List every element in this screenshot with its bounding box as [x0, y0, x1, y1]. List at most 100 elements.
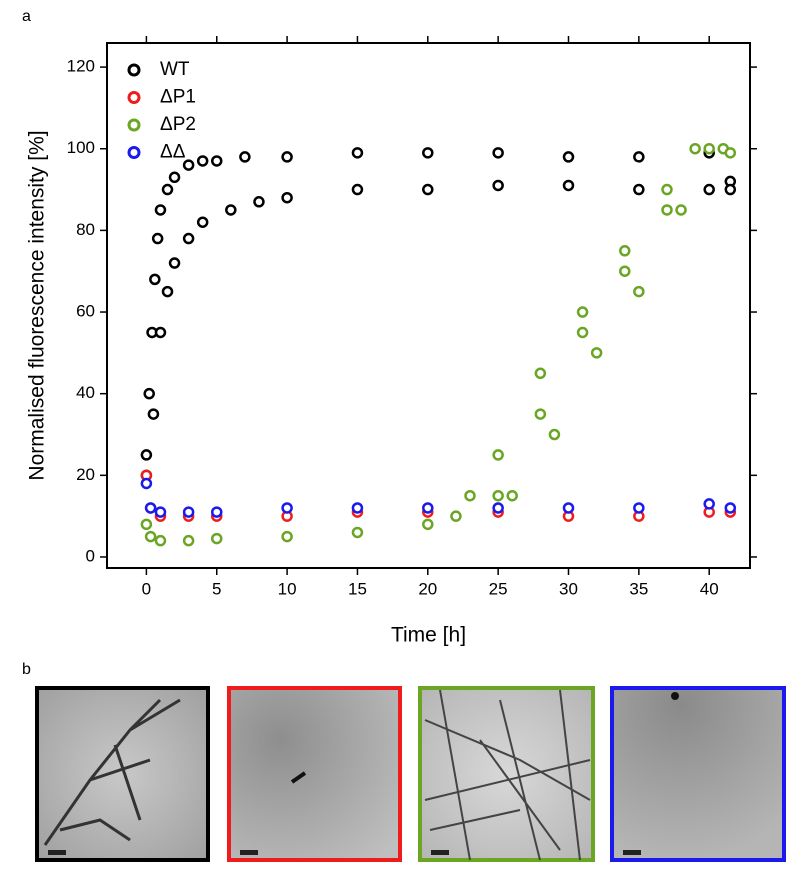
data-point — [422, 147, 434, 159]
data-point — [154, 326, 167, 339]
y-tick-label: 80 — [76, 220, 95, 239]
data-point — [422, 183, 434, 196]
x-axis-label: Time [h] — [391, 624, 466, 647]
legend-label: ΔP2 — [160, 114, 196, 135]
y-tick-label: 40 — [76, 383, 95, 402]
data-point — [196, 216, 209, 228]
x-tick-label: 15 — [348, 579, 367, 598]
data-point — [562, 502, 575, 514]
data-point — [548, 428, 561, 441]
data-point — [168, 171, 181, 184]
data-point — [576, 326, 589, 339]
data-point — [144, 502, 157, 514]
data-point — [154, 506, 167, 518]
data-point — [724, 147, 737, 159]
panel-label: a — [22, 8, 31, 25]
y-tick-label: 60 — [76, 302, 95, 321]
data-point — [351, 502, 364, 514]
y-tick-label: 120 — [67, 57, 95, 76]
micrographs — [35, 686, 786, 862]
data-point — [619, 265, 631, 277]
data-point — [182, 232, 195, 245]
data-point — [689, 142, 701, 155]
x-tick-label: 25 — [489, 579, 508, 598]
data-point — [492, 489, 504, 502]
y-tick-label: 0 — [86, 546, 95, 565]
x-tick-label: 30 — [559, 579, 578, 598]
data-point — [661, 183, 673, 196]
data-point — [492, 502, 504, 514]
data-point — [492, 147, 504, 159]
y-tick-label: 20 — [76, 465, 95, 484]
plot-frame — [106, 42, 751, 569]
scale-bar — [623, 850, 641, 855]
data-point — [633, 285, 645, 298]
data-point — [661, 204, 673, 216]
data-point — [492, 449, 504, 461]
data-point — [225, 204, 237, 216]
micrograph — [227, 686, 402, 862]
data-point — [144, 530, 157, 543]
data-point — [281, 502, 293, 514]
data-point — [253, 196, 265, 208]
data-point — [210, 532, 223, 545]
data-point — [562, 151, 575, 163]
data-point — [633, 151, 645, 163]
data-point — [161, 183, 174, 196]
legend-label: ΔΔ — [160, 142, 186, 163]
data-point — [351, 147, 364, 159]
x-tick-label: 40 — [700, 579, 719, 598]
data-point — [619, 245, 631, 257]
data-point — [196, 155, 209, 167]
data-point — [422, 502, 434, 514]
aggregate — [671, 692, 679, 700]
legend-marker — [127, 91, 141, 104]
data-point — [422, 518, 434, 531]
data-point — [724, 502, 737, 514]
y-axis-label: Normalised fluorescence intensity [%] — [26, 130, 49, 480]
data-point — [281, 191, 293, 204]
y-tick-label: 100 — [67, 138, 95, 157]
fibril — [424, 689, 591, 861]
micrograph — [35, 686, 210, 862]
data-point — [675, 204, 687, 216]
data-point — [154, 204, 167, 216]
data-point — [534, 367, 547, 380]
data-point — [703, 498, 715, 510]
data-point — [281, 530, 293, 543]
data-point — [506, 489, 518, 502]
micrograph — [610, 686, 786, 862]
data-point — [210, 506, 223, 518]
data-point — [351, 183, 364, 196]
data-point — [590, 347, 603, 359]
data-point — [140, 449, 153, 461]
data-point — [182, 506, 195, 518]
micrograph — [418, 686, 595, 862]
data-point — [281, 151, 293, 163]
data-point — [351, 526, 364, 539]
data-point — [168, 257, 181, 269]
fibril — [43, 698, 181, 846]
data-point — [143, 387, 155, 400]
data-point — [492, 179, 504, 192]
data-point — [703, 142, 715, 155]
aggregate — [290, 771, 307, 784]
legend-label: WT — [160, 59, 190, 80]
legend-marker — [127, 63, 141, 77]
x-tick-label: 0 — [142, 579, 151, 598]
panel-label: b — [22, 661, 31, 678]
scale-bar — [431, 850, 449, 855]
scale-bar — [240, 850, 258, 855]
data-point — [534, 408, 547, 420]
data-point — [576, 306, 589, 318]
data-point — [182, 534, 195, 547]
data-point — [450, 510, 462, 522]
data-point — [151, 232, 164, 245]
data-point — [147, 408, 160, 420]
data-point — [703, 183, 715, 196]
data-point — [239, 151, 251, 163]
data-point — [633, 183, 645, 196]
data-point — [464, 489, 476, 502]
data-point — [149, 273, 161, 286]
data-point — [210, 155, 223, 167]
